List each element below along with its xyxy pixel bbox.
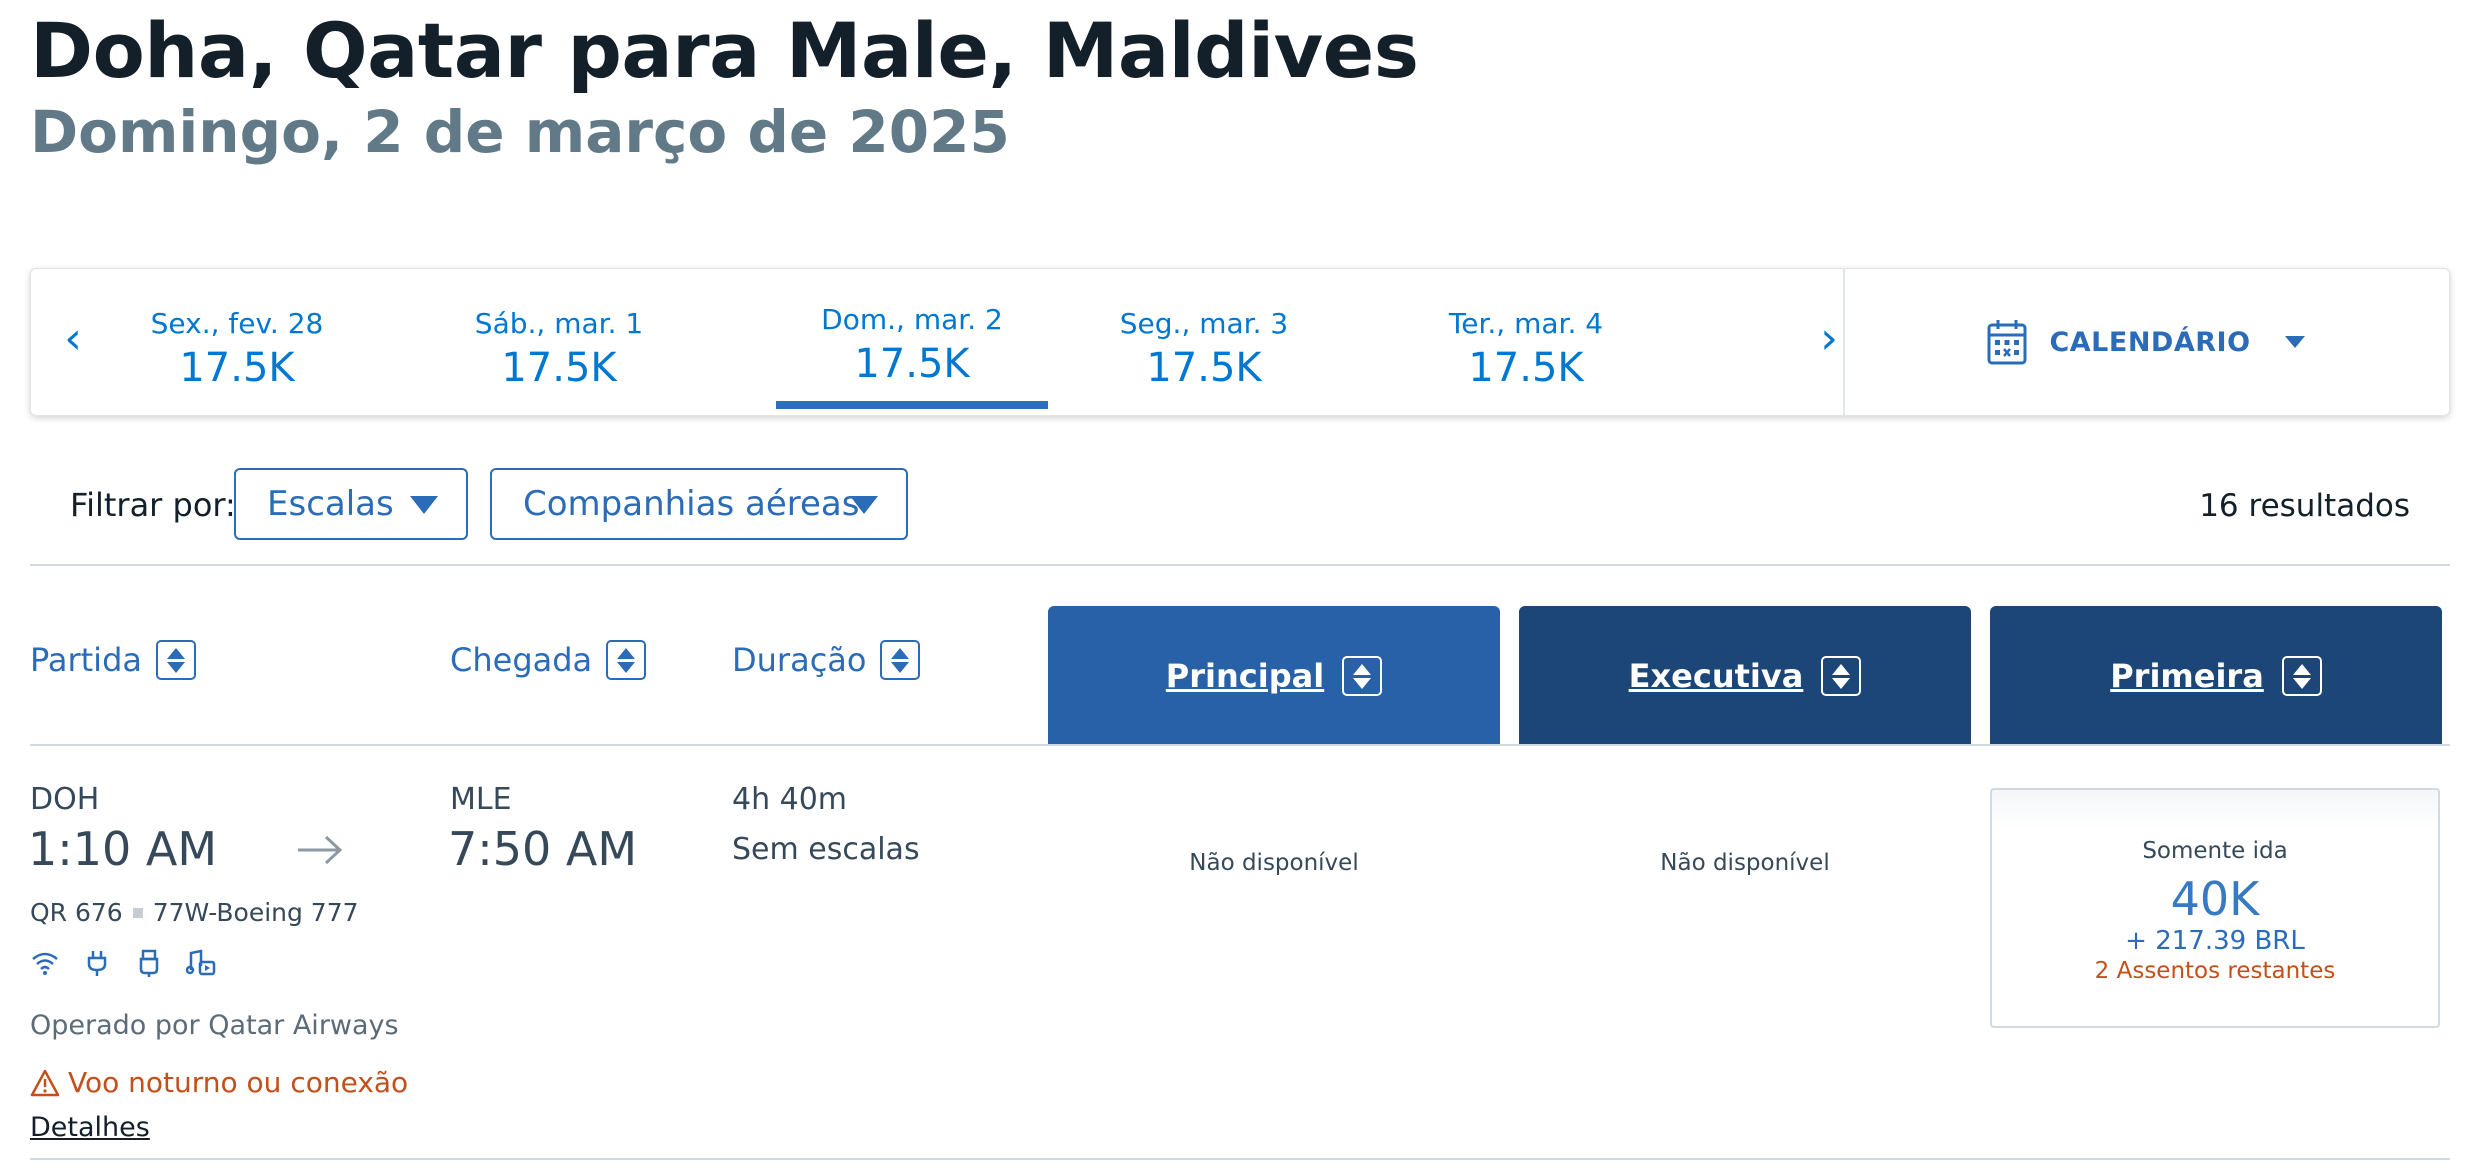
- calendar-icon: [1987, 320, 2027, 365]
- date-option-feb-28[interactable]: Sex., fev. 28 17.5K: [101, 269, 373, 417]
- sort-icon: [2281, 656, 2322, 696]
- flight-info: QR 676 77W-Boeing 777: [30, 898, 359, 927]
- separator-dot: [132, 908, 143, 918]
- page-title: Doha, Qatar para Male, Maldives: [30, 6, 1419, 95]
- date-price: 17.5K: [179, 345, 295, 391]
- sort-icon: [1821, 656, 1862, 696]
- date-option-mar-2-selected[interactable]: Dom., mar. 2 17.5K: [776, 269, 1048, 417]
- caret-down-icon: [2284, 336, 2305, 348]
- date-option-mar-3[interactable]: Seg., mar. 3 17.5K: [1068, 269, 1340, 417]
- aircraft-type: 77W-Boeing 777: [152, 898, 359, 927]
- arrival-header-label: Chegada: [450, 641, 593, 679]
- selected-date-underline: [776, 401, 1048, 409]
- entertainment-icon: [186, 949, 216, 976]
- airlines-filter-dropdown[interactable]: Companhias aéreas: [490, 468, 908, 540]
- divider: [30, 1158, 2450, 1160]
- date-price: 17.5K: [501, 345, 617, 391]
- seats-remaining: 2 Assentos restantes: [2094, 958, 2336, 984]
- cabin-business-label: Executiva: [1628, 657, 1804, 695]
- date-selector-bar: ‹ Sex., fev. 28 17.5K Sáb., mar. 1 17.5K…: [30, 268, 2450, 416]
- stops-filter-label: Escalas: [267, 484, 394, 524]
- divider: [30, 744, 2450, 746]
- sort-duration-header[interactable]: Duração: [732, 640, 921, 680]
- sort-arrival-header[interactable]: Chegada: [450, 640, 647, 680]
- operated-by: Operado por Qatar Airways: [30, 1010, 399, 1041]
- date-option-mar-1[interactable]: Sáb., mar. 1 17.5K: [423, 269, 695, 417]
- cabin-first-label: Primeira: [2110, 657, 2264, 695]
- chevron-left-icon[interactable]: ‹: [64, 313, 82, 364]
- first-class-fare-card[interactable]: Somente ida 40K + 217.39 BRL 2 Assentos …: [1990, 788, 2440, 1028]
- date-price: 17.5K: [1468, 345, 1584, 391]
- date-option-mar-4[interactable]: Ter., mar. 4 17.5K: [1390, 269, 1662, 417]
- duration-header-label: Duração: [732, 641, 867, 679]
- page-subtitle: Domingo, 2 de março de 2025: [30, 98, 1010, 166]
- departure-header-label: Partida: [30, 641, 142, 679]
- sort-icon: [1342, 656, 1383, 696]
- results-count: 16 resultados: [2199, 488, 2410, 524]
- date-label: Sex., fev. 28: [150, 307, 324, 340]
- date-price: 17.5K: [854, 341, 970, 387]
- divider: [1843, 269, 1845, 415]
- overnight-warning: Voo noturno ou conexão: [30, 1066, 408, 1099]
- fare-tax: + 217.39 BRL: [2125, 926, 2305, 956]
- airlines-filter-label: Companhias aéreas: [523, 484, 860, 524]
- warning-text: Voo noturno ou conexão: [68, 1066, 409, 1099]
- amenities: [30, 948, 216, 978]
- origin-code: DOH: [30, 782, 100, 817]
- divider: [30, 564, 2450, 566]
- cabin-header-main[interactable]: Principal: [1048, 606, 1500, 746]
- filter-label: Filtrar por:: [70, 486, 236, 524]
- cabin-header-business[interactable]: Executiva: [1519, 606, 1971, 746]
- arrow-right-icon: [298, 835, 343, 865]
- power-plug-icon: [87, 951, 107, 976]
- fare-miles: 40K: [2170, 872, 2260, 926]
- sort-departure-header[interactable]: Partida: [30, 640, 196, 680]
- calendar-button[interactable]: CALENDÁRIO: [1843, 269, 2449, 415]
- cabin-main-label: Principal: [1165, 657, 1325, 695]
- business-fare-unavailable: Não disponível: [1660, 850, 1830, 876]
- usb-icon: [139, 949, 159, 977]
- sort-icon: [880, 640, 921, 680]
- date-label: Sáb., mar. 1: [474, 307, 644, 340]
- fare-type: Somente ida: [2142, 838, 2288, 864]
- date-label: Seg., mar. 3: [1119, 307, 1289, 340]
- main-fare-unavailable: Não disponível: [1189, 850, 1359, 876]
- flight-duration: 4h 40m: [732, 782, 848, 817]
- arrival-time: 7:50 AM: [448, 822, 638, 876]
- chevron-right-icon[interactable]: ›: [1820, 313, 1838, 364]
- warning-icon: [30, 1069, 60, 1096]
- date-label: Ter., mar. 4: [1448, 307, 1604, 340]
- wifi-icon: [32, 952, 58, 975]
- cabin-header-first[interactable]: Primeira: [1990, 606, 2442, 746]
- date-price: 17.5K: [1146, 345, 1262, 391]
- sort-icon: [606, 640, 647, 680]
- departure-time: 1:10 AM: [28, 822, 218, 876]
- date-label: Dom., mar. 2: [821, 303, 1003, 336]
- sort-icon: [155, 640, 196, 680]
- stops-filter-dropdown[interactable]: Escalas: [234, 468, 468, 540]
- caret-down-icon: [410, 496, 438, 514]
- stops-info: Sem escalas: [732, 832, 920, 867]
- caret-down-icon: [850, 496, 878, 514]
- destination-code: MLE: [450, 782, 512, 817]
- flight-number: QR 676: [30, 898, 123, 927]
- details-link[interactable]: Detalhes: [30, 1112, 150, 1143]
- calendar-label: CALENDÁRIO: [2049, 326, 2251, 358]
